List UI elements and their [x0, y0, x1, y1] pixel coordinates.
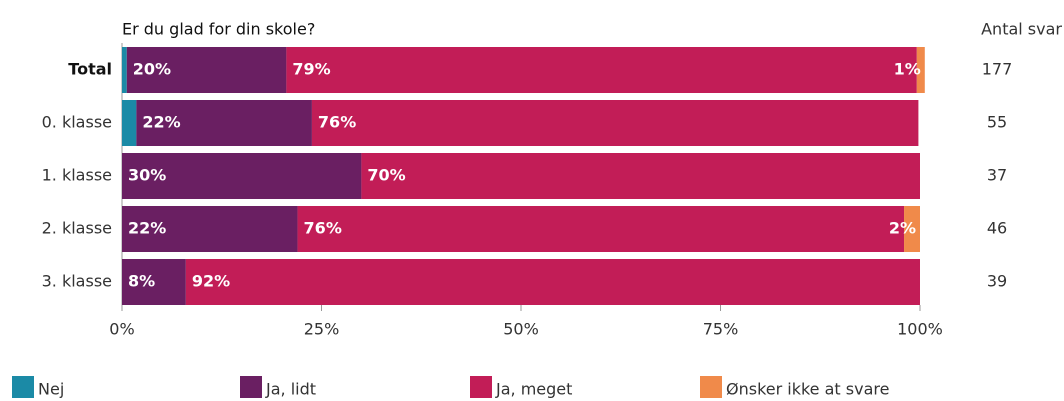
x-tick-label: 100%	[897, 320, 943, 339]
bar-segment	[904, 206, 920, 252]
value-label: 92%	[192, 272, 230, 291]
count-label: 46	[987, 219, 1007, 238]
bar-segment	[297, 206, 905, 252]
legend-label: Ja, meget	[495, 380, 572, 399]
count-label: 55	[987, 113, 1007, 132]
legend-label: Ønsker ikke at svare	[726, 380, 889, 399]
value-label: 2%	[889, 219, 916, 238]
counts-title: Antal svar	[981, 20, 1062, 39]
x-tick-label: 50%	[503, 320, 539, 339]
count-label: 37	[987, 166, 1007, 185]
chart-title: Er du glad for din skole?	[122, 20, 315, 39]
x-tick-label: 25%	[304, 320, 340, 339]
x-tick-label: 0%	[109, 320, 134, 339]
bar-segment	[122, 100, 137, 146]
value-label: 76%	[318, 113, 356, 132]
bar-segment	[126, 47, 287, 93]
y-tick-label: 1. klasse	[42, 166, 112, 185]
value-label: 76%	[304, 219, 342, 238]
bar-segment	[286, 47, 917, 93]
value-label: 79%	[292, 60, 330, 79]
value-label: 70%	[367, 166, 405, 185]
bar-segment	[916, 47, 925, 93]
y-tick-label: 3. klasse	[42, 272, 112, 291]
bar-segment	[361, 153, 920, 199]
count-label: 177	[982, 60, 1013, 79]
legend-swatch	[700, 376, 722, 398]
bar-segment	[122, 153, 362, 199]
value-label: 22%	[142, 113, 180, 132]
x-tick-label: 75%	[703, 320, 739, 339]
bar-segment	[185, 259, 921, 305]
legend-label: Nej	[38, 380, 64, 399]
value-label: 20%	[133, 60, 171, 79]
value-label: 30%	[128, 166, 166, 185]
legend-swatch	[12, 376, 34, 398]
bar-segment	[136, 100, 312, 146]
y-tick-label: Total	[68, 60, 112, 79]
bar-segment	[122, 47, 127, 93]
y-tick-label: 0. klasse	[42, 113, 112, 132]
value-label: 1%	[894, 60, 921, 79]
legend-swatch	[470, 376, 492, 398]
value-label: 8%	[128, 272, 155, 291]
legend-swatch	[240, 376, 262, 398]
bar-segment	[122, 206, 298, 252]
y-tick-label: 2. klasse	[42, 219, 112, 238]
value-label: 22%	[128, 219, 166, 238]
bar-segment	[122, 259, 186, 305]
count-label: 39	[987, 272, 1007, 291]
bar-segment	[311, 100, 919, 146]
legend-label: Ja, lidt	[265, 380, 316, 399]
